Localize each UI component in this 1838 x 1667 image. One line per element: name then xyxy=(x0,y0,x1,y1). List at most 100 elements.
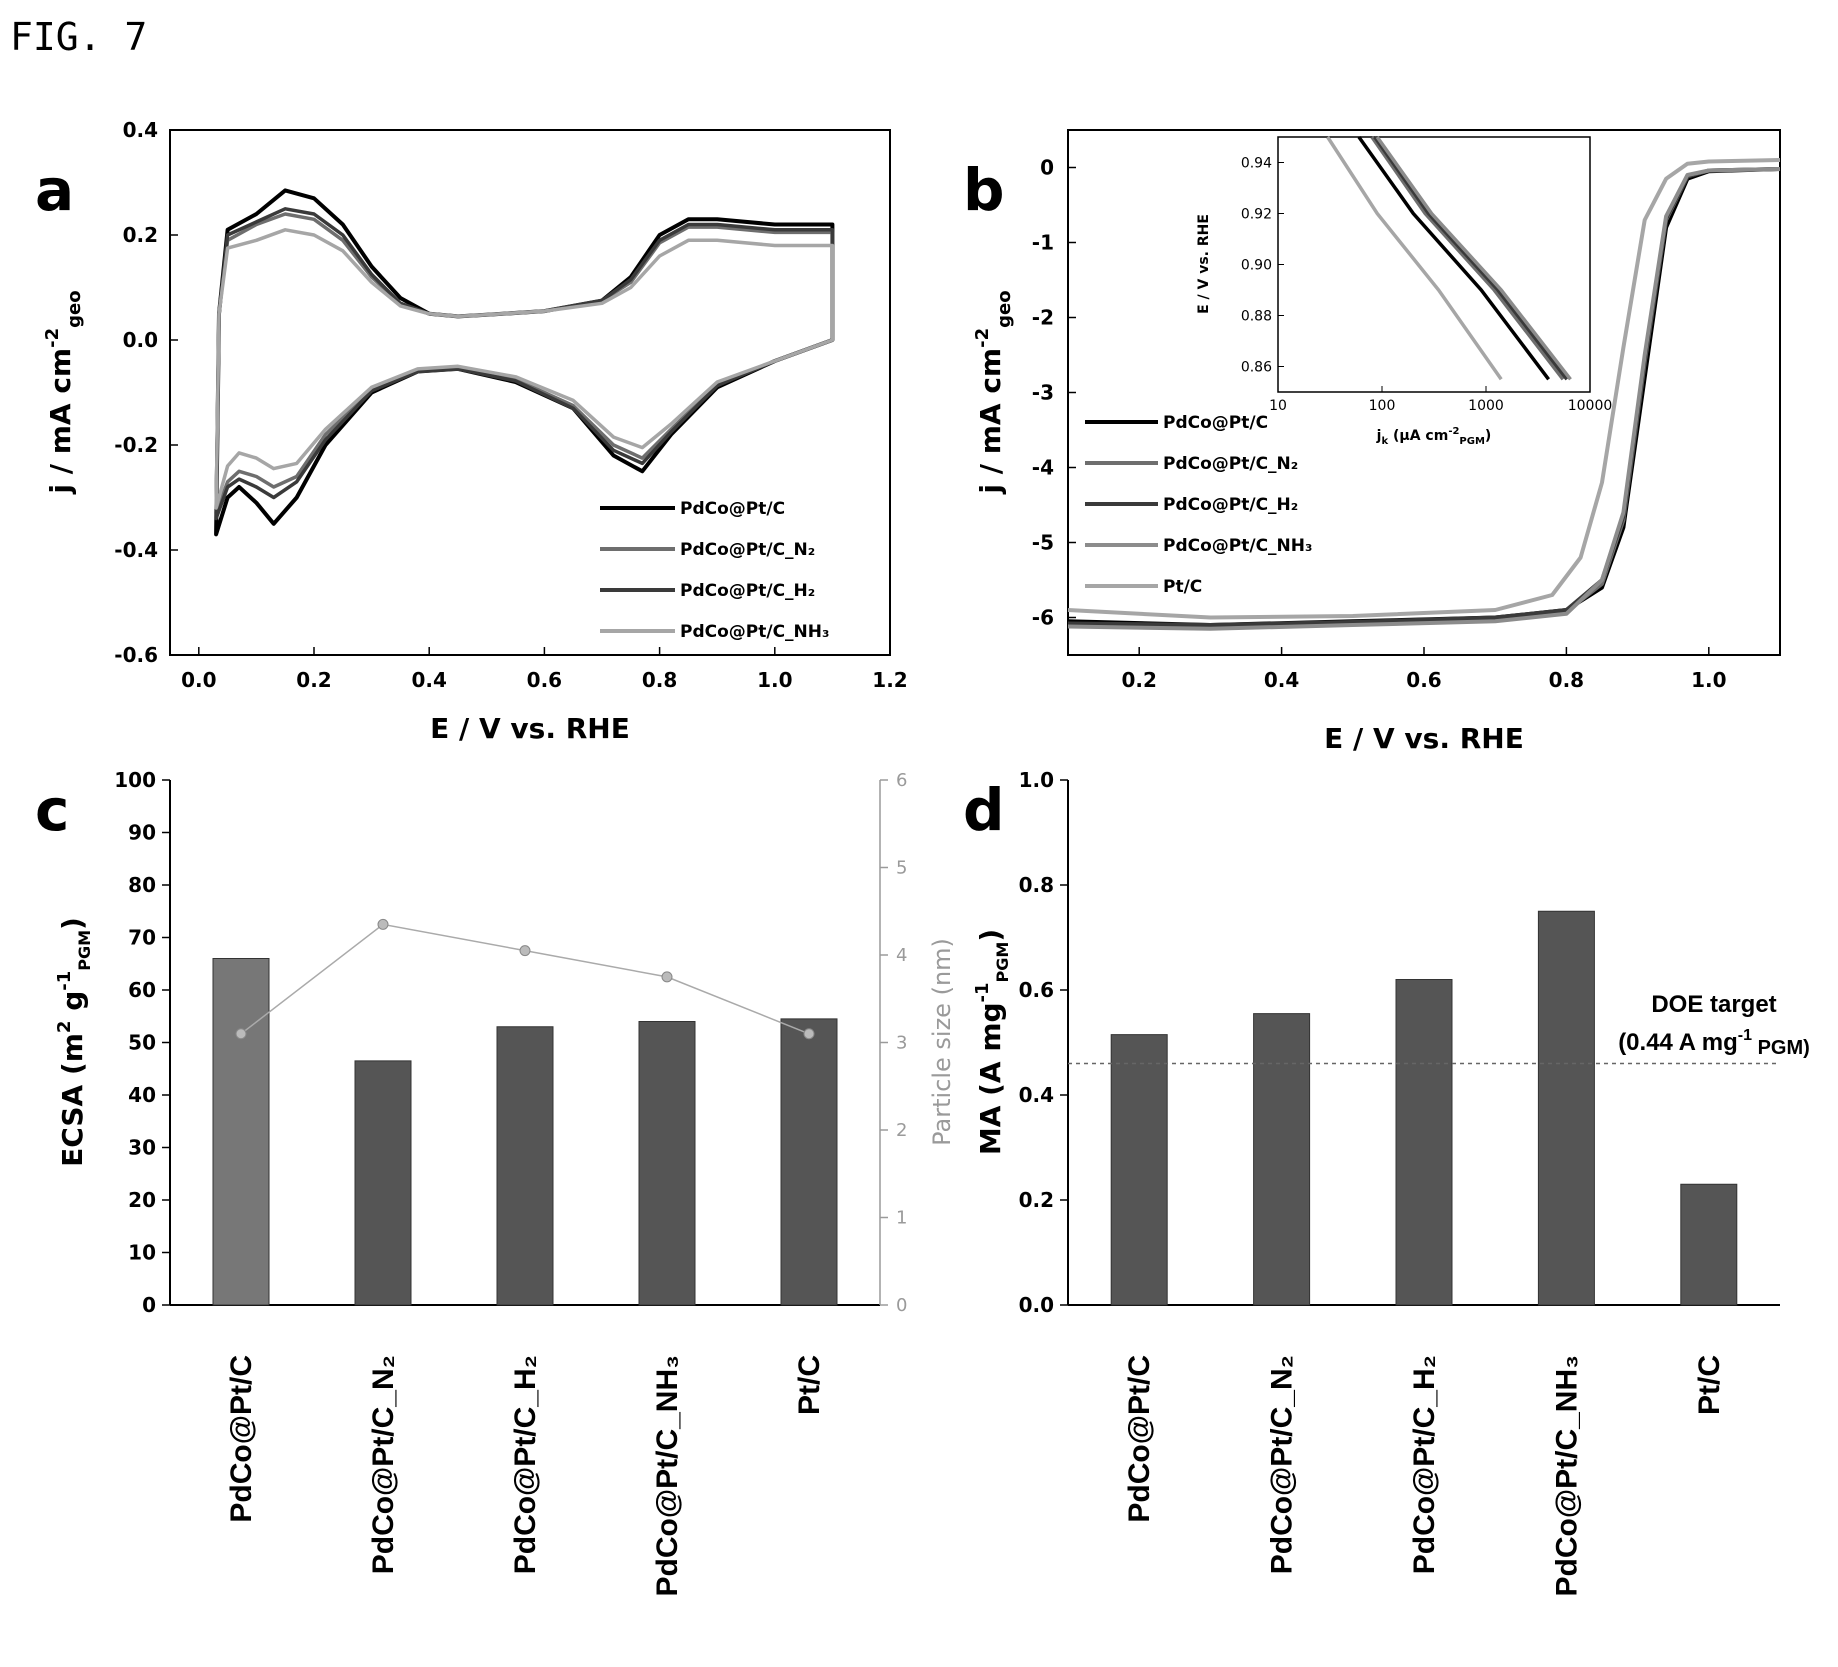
panel-c-ylabel-right: Particle size (nm) xyxy=(928,938,956,1146)
y-tick-label: -1 xyxy=(1032,231,1054,255)
right-tick-label: 0 xyxy=(896,1295,907,1316)
y-tick-label: 30 xyxy=(128,1136,156,1160)
panel-d-bars xyxy=(1110,910,1738,1306)
y-tick-label: 0.0 xyxy=(123,328,158,352)
panel-a-legend: PdCo@Pt/C PdCo@Pt/C_N₂ PdCo@Pt/C_H₂ PdCo@Pt… xyxy=(600,499,829,642)
category-label: PdCo@Pt/C_NH₃ xyxy=(651,1355,684,1596)
category-label: PdCo@Pt/C_N₂ xyxy=(1266,1355,1299,1574)
particle-size-point xyxy=(377,918,389,930)
panel-b-legend: PdCo@Pt/C PdCo@Pt/C_N₂ PdCo@Pt/C_H₂ PdCo@Pt… xyxy=(1085,413,1312,597)
inset-x-tick-label: 100 xyxy=(1369,398,1396,414)
inset-xlabel: jk (μA cm-2PGM) xyxy=(1376,426,1492,447)
x-tick-label: 0.6 xyxy=(1406,668,1441,692)
panel-a-ticks: 0.0 0.2 0.4 0.6 0.8 1.0 1.2 -0.6 -0.4 -0.2 0.0 0.2 0… xyxy=(114,118,907,692)
y-tick-label: 10 xyxy=(128,1241,156,1265)
x-tick-label: 0.4 xyxy=(1264,668,1299,692)
y-tick-label: -0.4 xyxy=(114,538,158,562)
inset-x-tick-label: 10 xyxy=(1269,398,1287,414)
x-tick-label: 1.0 xyxy=(1691,668,1726,692)
x-tick-label: 0.4 xyxy=(411,668,446,692)
y-tick-label: 40 xyxy=(128,1083,156,1107)
cv-line xyxy=(214,207,835,521)
panel-b-inset: 10 100 1000 10000 0.86 0.88 0.90 0.92 0.94 E / V… xyxy=(1196,135,1613,447)
ma-bar xyxy=(1680,1183,1738,1306)
y-tick-label: 0.2 xyxy=(1019,1188,1054,1212)
doe-target-value: (0.44 A mg-1 PGM) xyxy=(1618,1027,1810,1059)
y-tick-label: 20 xyxy=(128,1188,156,1212)
ecsa-bar xyxy=(354,1060,412,1306)
category-label: Pt/C xyxy=(1693,1355,1726,1415)
legend-label: PdCo@Pt/C_N₂ xyxy=(1163,454,1298,474)
ma-bar xyxy=(1110,1034,1168,1306)
y-tick-label: 0.8 xyxy=(1019,873,1054,897)
y-tick-label: -3 xyxy=(1032,381,1054,405)
y-tick-label: 70 xyxy=(128,926,156,950)
inset-line xyxy=(1375,135,1572,381)
inset-y-tick-label: 0.94 xyxy=(1241,156,1272,172)
doe-target-label: DOE target xyxy=(1651,991,1776,1018)
cv-line xyxy=(214,228,835,510)
ecsa-bar xyxy=(212,958,270,1306)
category-label: PdCo@Pt/C xyxy=(1123,1355,1156,1523)
right-tick-label: 5 xyxy=(896,858,907,879)
y-tick-label: 0 xyxy=(1040,156,1054,180)
panel-a: a 0.0 0.2 0.4 0.6 0.8 1.0 1.2-0.6-0.4-0.20.00.… xyxy=(35,118,908,745)
panel-d-ticks: 0.0 0.2 0.4 0.6 0.8 1.0 xyxy=(1019,768,1068,1317)
legend-label: PdCo@Pt/C xyxy=(1163,413,1268,433)
panel-c-categories: PdCo@Pt/C PdCo@Pt/C_N₂ PdCo@Pt/C_H₂ PdCo@Pt… xyxy=(225,1355,826,1596)
y-tick-label: 0 xyxy=(142,1293,156,1317)
y-tick-label: 50 xyxy=(128,1031,156,1055)
x-tick-label: 1.0 xyxy=(757,668,792,692)
y-tick-label: 80 xyxy=(128,873,156,897)
inset-y-tick-label: 0.86 xyxy=(1241,360,1272,376)
cv-line xyxy=(214,188,835,537)
y-tick-label: -0.2 xyxy=(114,433,158,457)
inset-x-tick-label: 10000 xyxy=(1568,398,1613,414)
ma-bar xyxy=(1395,979,1453,1306)
panel-a-frame xyxy=(169,129,891,656)
panel-d-categories: PdCo@Pt/C PdCo@Pt/C_N₂ PdCo@Pt/C_H₂ PdCo@Pt… xyxy=(1123,1355,1726,1596)
category-label: PdCo@Pt/C_NH₃ xyxy=(1550,1355,1583,1596)
inset-y-tick-label: 0.92 xyxy=(1241,207,1272,223)
legend-label: PdCo@Pt/C_H₂ xyxy=(1163,495,1298,515)
inset-line xyxy=(1373,135,1569,381)
panel-b-letter: b xyxy=(963,156,1005,224)
y-tick-label: -0.6 xyxy=(114,643,158,667)
x-tick-label: 0.0 xyxy=(181,668,216,692)
ecsa-bar xyxy=(780,1018,838,1306)
legend-label: PdCo@Pt/C_NH₃ xyxy=(680,622,829,642)
ecsa-bar xyxy=(638,1021,696,1306)
inset-line xyxy=(1370,135,1565,381)
y-tick-label: 90 xyxy=(128,821,156,845)
x-tick-label: 0.8 xyxy=(1549,668,1584,692)
inset-series xyxy=(1326,135,1572,381)
panel-a-letter: a xyxy=(35,156,74,224)
panel-b: b 0.2 0.4 0.6 0.8 1.0 0 -1 -2 -3 -4 -5 -6 PdCo@Pt/C… xyxy=(963,129,1781,755)
ma-bar xyxy=(1253,1013,1311,1306)
particle-size-line xyxy=(240,923,810,1035)
legend-label: Pt/C xyxy=(1163,577,1202,597)
x-tick-label: 0.8 xyxy=(642,668,677,692)
panel-d: d 0.0 0.2 0.4 0.6 0.8 1.0 PdCo@Pt/C PdCo@Pt/C_… xyxy=(963,768,1810,1596)
panel-a-xlabel: E / V vs. RHE xyxy=(430,712,630,745)
y-tick-label: 100 xyxy=(114,768,156,792)
panel-c: c 0 10 20 30 40 50 60 70 80 90 100 0 1 2 3 4 5 6 PdCo@Pt/… xyxy=(35,768,956,1596)
panel-c-particle-line xyxy=(235,918,815,1040)
category-label: PdCo@Pt/C_N₂ xyxy=(367,1355,400,1574)
y-tick-label: 0.4 xyxy=(1019,1083,1054,1107)
inset-line xyxy=(1357,135,1550,381)
category-label: PdCo@Pt/C xyxy=(225,1355,258,1523)
legend-label: PdCo@Pt/C_NH₃ xyxy=(1163,536,1312,556)
inset-y-tick-label: 0.90 xyxy=(1241,258,1272,274)
panel-b-ylabel: j / mA cm-2geo xyxy=(972,290,1015,494)
panel-d-ylabel: MA (A mg-1PGM) xyxy=(972,929,1012,1155)
legend-label: PdCo@Pt/C_N₂ xyxy=(680,540,815,560)
x-tick-label: 0.2 xyxy=(1121,668,1156,692)
y-tick-label: 60 xyxy=(128,978,156,1002)
y-tick-label: 0.0 xyxy=(1019,1293,1054,1317)
inset-ylabel: E / V vs. RHE xyxy=(1196,214,1212,314)
category-label: PdCo@Pt/C_H₂ xyxy=(509,1355,542,1574)
y-tick-label: -4 xyxy=(1032,456,1054,480)
legend-label: PdCo@Pt/C_H₂ xyxy=(680,581,815,601)
